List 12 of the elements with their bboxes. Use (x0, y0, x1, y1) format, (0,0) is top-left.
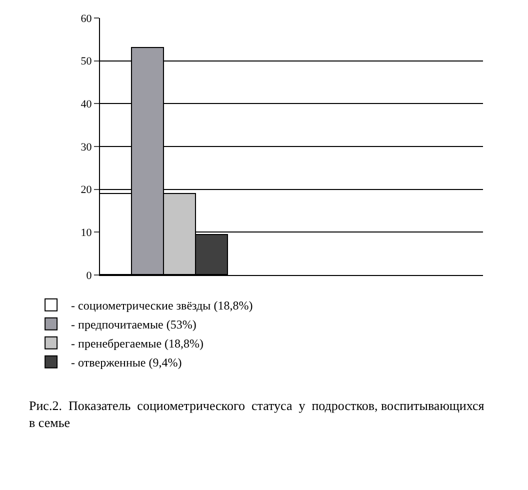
legend-label: - социометрические звёзды (18,8%) (71, 298, 253, 313)
y-tick-label: 50 (80, 56, 92, 68)
y-tick-label: 20 (80, 184, 92, 196)
y-tick-label: 40 (80, 98, 92, 111)
y-tick-label: 60 (80, 12, 92, 25)
y-tick-label: 30 (80, 141, 92, 154)
y-tick-label: 0 (86, 270, 92, 282)
legend-label: - отверженные (9,4%) (71, 356, 182, 370)
legend-label: - пренебрегаемые (18,8%) (71, 336, 204, 351)
legend-label: - предпочитаемые (53%) (71, 318, 196, 332)
y-tick-label: 10 (80, 227, 92, 240)
text: Рис.2. Показатель социометрического статуса у подростков, воспитывающихся в семье (29, 398, 484, 430)
